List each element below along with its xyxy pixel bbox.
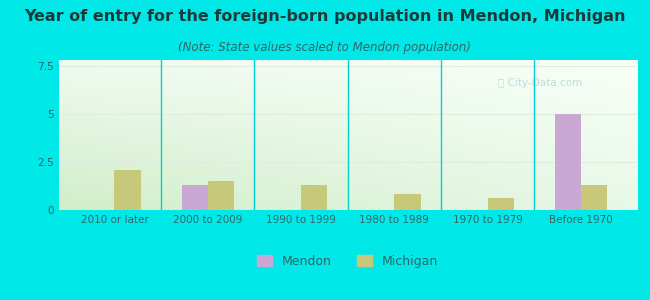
Text: Ⓣ City-Data.com: Ⓣ City-Data.com (498, 78, 582, 88)
Text: (Note: State values scaled to Mendon population): (Note: State values scaled to Mendon pop… (179, 40, 471, 53)
Bar (555, 114, 581, 210)
Bar (181, 185, 208, 210)
Bar (114, 169, 140, 210)
Bar (301, 185, 327, 210)
Bar (208, 181, 234, 210)
Text: Year of entry for the foreign-born population in Mendon, Michigan: Year of entry for the foreign-born popul… (24, 9, 626, 24)
Bar (488, 199, 514, 210)
Bar (395, 194, 421, 210)
Bar (581, 185, 607, 210)
Legend: Mendon, Michigan: Mendon, Michigan (252, 250, 443, 273)
